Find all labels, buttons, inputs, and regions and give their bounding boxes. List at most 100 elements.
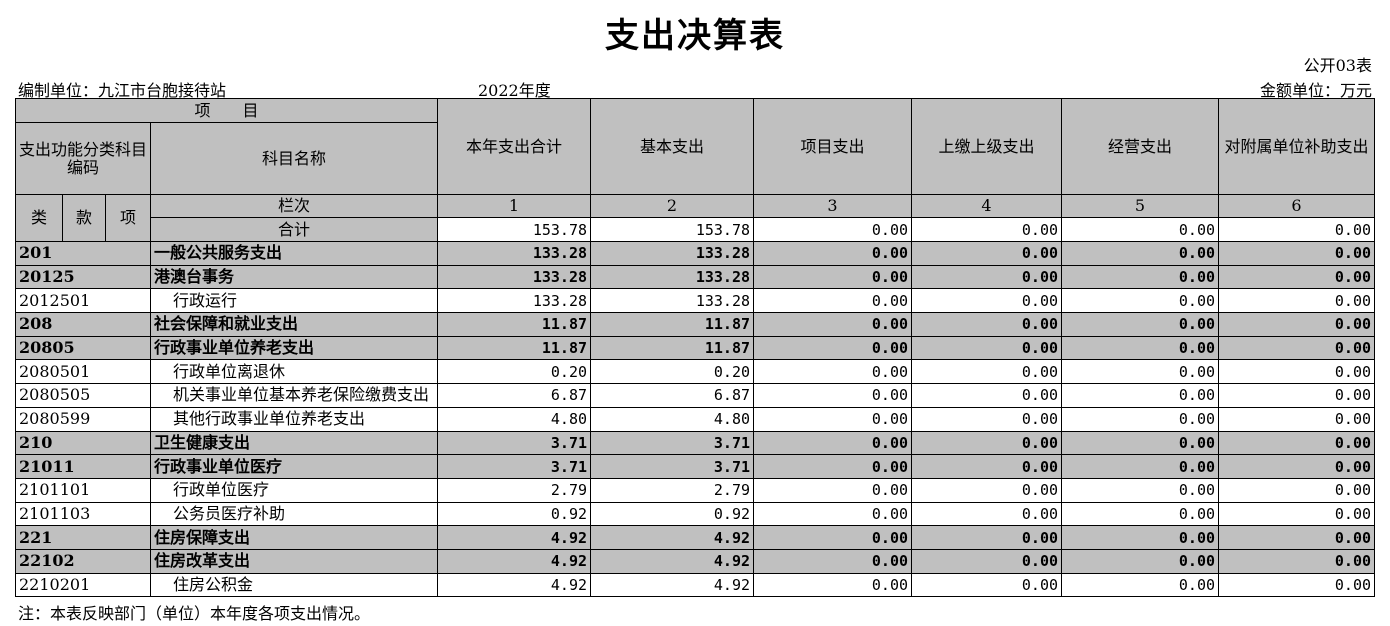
row-value: 0.00 [911, 312, 1063, 337]
row-value: 0.00 [1061, 359, 1220, 385]
column-header: 上缴上级支出 [911, 98, 1063, 195]
row-value: 11.87 [590, 335, 755, 361]
row-value: 133.28 [590, 264, 755, 290]
row-value: 0.00 [911, 288, 1063, 314]
row-value: 0.00 [753, 572, 913, 598]
row-value: 0.00 [753, 477, 913, 503]
row-name: 行政事业单位医疗 [149, 454, 439, 479]
row-value: 11.87 [590, 312, 755, 337]
row-value: 0.00 [753, 406, 913, 432]
row-value: 0.00 [753, 335, 913, 361]
row-value: 133.28 [590, 288, 755, 314]
unit: 编制单位：九江市台胞接待站 [18, 81, 227, 100]
row-value: 4.92 [437, 525, 592, 550]
row-value: 3.71 [590, 430, 755, 456]
row-value: 0.00 [753, 288, 913, 314]
column-number: 3 [753, 194, 913, 218]
column-header: 项目支出 [753, 98, 913, 195]
row-value: 6.87 [590, 383, 755, 408]
data-row: 2080501 行政单位离退休 0.20 0.20 0.00 0.00 0.00 0.00 [15, 359, 1376, 385]
data-row: 2101101 行政单位医疗 2.79 2.79 0.00 0.00 0.00 0.00 [15, 477, 1376, 503]
total-value: 0.00 [1061, 217, 1220, 242]
name-header: 科目名称 [149, 122, 439, 195]
row-value: 0.00 [1218, 477, 1376, 503]
row-value: 0.92 [437, 501, 592, 527]
column-number: 2 [590, 194, 755, 218]
currency-unit: 金额单位：万元 [1259, 81, 1372, 100]
column-number: 4 [911, 194, 1063, 218]
row-code: 2101101 [15, 477, 151, 503]
row-value: 133.28 [437, 288, 592, 314]
row-code: 2080505 [15, 383, 151, 408]
row-code: 201 [15, 241, 151, 266]
year: 2022年度 [478, 81, 551, 100]
row-name: 社会保障和就业支出 [149, 312, 439, 337]
data-row: 22102 住房改革支出 4.92 4.92 0.00 0.00 0.00 0.00 [15, 548, 1376, 574]
row-name: 住房公积金 [149, 572, 439, 598]
total-value: 153.78 [437, 217, 592, 242]
row-value: 0.00 [753, 359, 913, 385]
row-value: 0.00 [753, 525, 913, 550]
row-code: 208 [15, 312, 151, 337]
total-label: 合计 [149, 217, 439, 242]
row-value: 4.92 [590, 548, 755, 574]
row-value: 0.00 [1218, 501, 1376, 527]
row-code: 22102 [15, 548, 151, 574]
row-value: 0.00 [1061, 406, 1220, 432]
row-value: 133.28 [437, 264, 592, 290]
row-value: 0.00 [1061, 312, 1220, 337]
total-value: 0.00 [1218, 217, 1376, 242]
row-value: 4.80 [590, 406, 755, 432]
row-value: 0.00 [1218, 312, 1376, 337]
code-part-header: 项 [105, 194, 151, 242]
row-value: 0.00 [1218, 430, 1376, 456]
row-value: 0.00 [911, 264, 1063, 290]
row-name: 公务员医疗补助 [149, 501, 439, 527]
row-code: 2080501 [15, 359, 151, 385]
title: 支出决算表 [605, 16, 785, 56]
row-value: 4.92 [437, 548, 592, 574]
column-number: 6 [1218, 194, 1376, 218]
row-value: 0.00 [911, 241, 1063, 266]
row-value: 0.00 [911, 335, 1063, 361]
row-name: 卫生健康支出 [149, 430, 439, 456]
header-row: 支出功能分类科目编码 科目名称 [15, 122, 1375, 195]
footnote: 注：本表反映部门（单位）本年度各项支出情况。 [18, 604, 371, 623]
row-value: 0.00 [753, 430, 913, 456]
row-name: 行政运行 [149, 288, 439, 314]
total-value: 0.00 [911, 217, 1063, 242]
row-value: 0.00 [911, 359, 1063, 385]
row-code: 20805 [15, 335, 151, 361]
row-value: 0.00 [753, 312, 913, 337]
data-row: 201 一般公共服务支出 133.28 133.28 0.00 0.00 0.00 0.00 [15, 241, 1376, 266]
code-part-header: 类 [15, 194, 63, 242]
row-value: 0.00 [911, 406, 1063, 432]
row-value: 0.00 [753, 548, 913, 574]
row-value: 0.00 [1061, 430, 1220, 456]
row-value: 0.00 [1061, 454, 1220, 479]
row-value: 0.00 [1061, 477, 1220, 503]
row-name: 行政单位医疗 [149, 477, 439, 503]
row-name: 住房改革支出 [149, 548, 439, 574]
row-value: 0.00 [1061, 383, 1220, 408]
row-value: 0.92 [590, 501, 755, 527]
row-value: 0.00 [753, 454, 913, 479]
row-value: 0.00 [1061, 501, 1220, 527]
row-value: 133.28 [590, 241, 755, 266]
row-value: 133.28 [437, 241, 592, 266]
row-name: 机关事业单位基本养老保险缴费支出 [149, 383, 439, 408]
row-value: 0.00 [911, 430, 1063, 456]
row-code: 20125 [15, 264, 151, 290]
row-value: 11.87 [437, 312, 592, 337]
row-value: 0.00 [1218, 335, 1376, 361]
row-value: 0.00 [1061, 572, 1220, 598]
data-row: 2080599 其他行政事业单位养老支出 4.80 4.80 0.00 0.00 0.00 0… [15, 406, 1376, 432]
row-value: 0.20 [590, 359, 755, 385]
row-value: 4.92 [590, 525, 755, 550]
row-value: 0.00 [753, 501, 913, 527]
data-row: 2210201 住房公积金 4.92 4.92 0.00 0.00 0.00 0.00 [15, 572, 1376, 598]
row-value: 4.92 [437, 572, 592, 598]
row-value: 6.87 [437, 383, 592, 408]
data-row: 20805 行政事业单位养老支出 11.87 11.87 0.00 0.00 0.00 0.0… [15, 335, 1376, 361]
row-value: 2.79 [437, 477, 592, 503]
